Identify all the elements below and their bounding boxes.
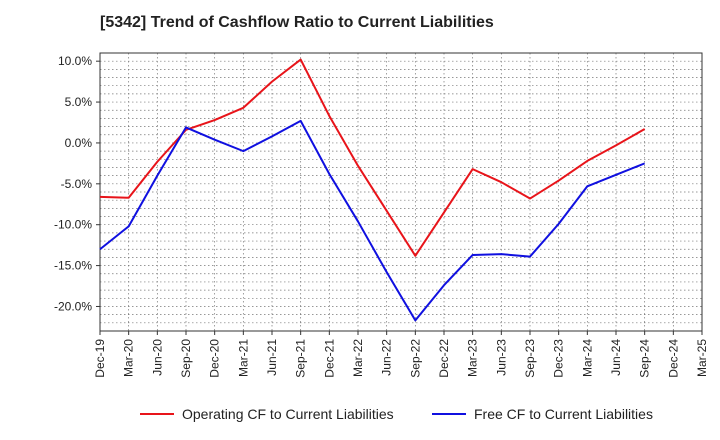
x-tick-label: Dec-23 <box>552 339 566 378</box>
chart-title: [5342] Trend of Cashflow Ratio to Curren… <box>100 14 494 31</box>
legend: Operating CF to Current Liabilities Free… <box>0 404 720 424</box>
x-tick-label: Sep-23 <box>523 339 537 378</box>
x-tick-label: Mar-23 <box>466 339 480 377</box>
x-tick-label: Dec-21 <box>322 339 336 378</box>
legend-swatch-free-cf <box>432 413 466 415</box>
x-tick-label: Mar-22 <box>351 339 365 377</box>
legend-swatch-operating-cf <box>140 413 174 415</box>
legend-item-operating-cf: Operating CF to Current Liabilities <box>140 404 394 424</box>
x-tick-label: Jun-21 <box>265 339 279 376</box>
x-tick-label: Dec-20 <box>208 339 222 378</box>
x-tick-label: Jun-24 <box>609 339 623 376</box>
x-tick-label: Dec-22 <box>437 339 451 378</box>
x-tick-label: Jun-23 <box>494 339 508 376</box>
x-tick-label: Sep-21 <box>294 339 308 378</box>
series-layer <box>99 58 646 322</box>
x-tick-label: Sep-20 <box>179 339 193 378</box>
legend-label-free-cf: Free CF to Current Liabilities <box>474 406 653 422</box>
grid-layer <box>99 52 703 332</box>
x-tick-label: Mar-24 <box>580 339 594 377</box>
y-tick-label: 5.0% <box>65 95 93 109</box>
y-tick-label: -10.0% <box>54 218 92 232</box>
x-tick-label: Mar-20 <box>122 339 136 377</box>
plot-frame <box>99 52 703 332</box>
x-tick-label: Jun-20 <box>150 339 164 376</box>
x-tick-label: Jun-22 <box>380 339 394 376</box>
y-tick-label: -5.0% <box>61 177 93 191</box>
y-tick-label: 10.0% <box>58 54 92 68</box>
x-tick-label: Sep-22 <box>408 339 422 378</box>
series-line-operating-cf <box>99 58 646 257</box>
x-tick-label: Sep-24 <box>638 339 652 378</box>
x-tick-label: Mar-21 <box>236 339 250 377</box>
y-tick-label: 0.0% <box>65 136 93 150</box>
legend-item-free-cf: Free CF to Current Liabilities <box>432 404 653 424</box>
x-tick-label: Dec-19 <box>93 339 107 378</box>
x-tick-label: Dec-24 <box>666 339 680 378</box>
y-tick-label: -20.0% <box>54 299 92 313</box>
series-line-free-cf <box>99 119 646 322</box>
y-axis: 10.0% 5.0% 0.0% -5.0% -10.0% -15.0% -20.0% <box>54 54 100 313</box>
x-axis: Dec-19 Mar-20 Jun-20 Sep-20 Dec-20 Mar-21 Jun-… <box>93 331 709 378</box>
legend-label-operating-cf: Operating CF to Current Liabilities <box>182 406 394 422</box>
y-tick-label: -15.0% <box>54 259 92 273</box>
x-tick-label: Mar-25 <box>695 339 709 377</box>
